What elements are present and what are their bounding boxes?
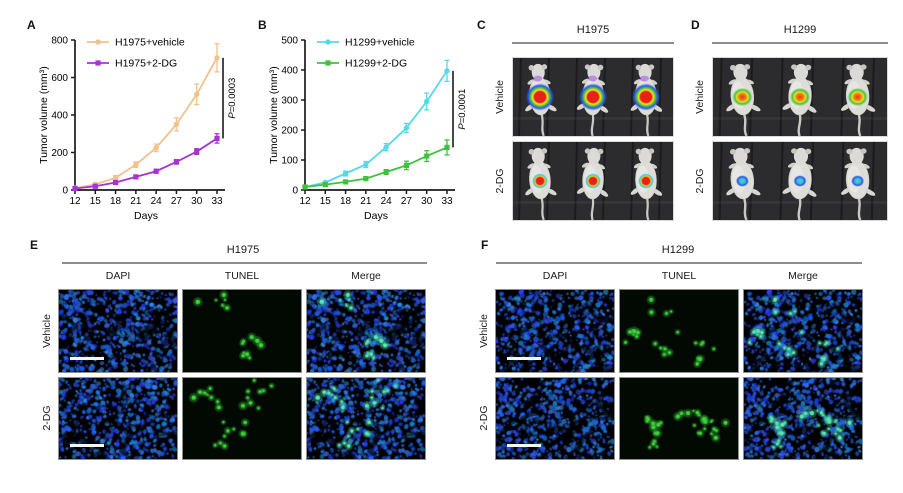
micrograph-e-vehicle-tunel	[182, 289, 302, 373]
scale-bar	[70, 443, 104, 447]
svg-text:21: 21	[360, 196, 372, 207]
micrograph-f-vehicle-tunel	[619, 289, 739, 373]
panel-f-title-underline	[496, 262, 862, 264]
scale-bar	[70, 356, 104, 360]
svg-text:400: 400	[51, 111, 68, 122]
mouse-photo-strip-c-vehicle	[512, 57, 674, 137]
panel-f-col-dapi: DAPI	[542, 270, 568, 282]
svg-text:15: 15	[320, 196, 332, 207]
panel-label-e: E	[30, 238, 39, 252]
panel-label-c: C	[477, 18, 486, 32]
panel-c-row-label-2dg: 2-DG	[494, 168, 506, 194]
panel-label-f: F	[481, 238, 489, 252]
micrograph-f-2dg-merge	[743, 377, 863, 460]
panel-label-a: A	[27, 18, 36, 32]
panel-d-row-label-2dg: 2-DG	[694, 168, 706, 194]
panel-e-col-tunel: TUNEL	[224, 270, 260, 282]
panel-f-col-tunel: TUNEL	[661, 270, 697, 282]
panel-e-row-label-2dg: 2-DG	[41, 405, 53, 431]
micrograph-f-vehicle-dapi	[495, 289, 615, 373]
micrograph-e-2dg-merge	[306, 377, 426, 460]
svg-text:15: 15	[90, 196, 102, 207]
scale-bar	[507, 443, 541, 447]
panel-d-title-underline	[712, 42, 888, 44]
micrograph-f-vehicle-merge	[743, 289, 863, 373]
svg-text:500: 500	[281, 36, 298, 47]
panel-f-row-label-2dg: 2-DG	[478, 405, 490, 431]
svg-text:300: 300	[281, 96, 298, 107]
svg-text:Tumor volume (mm³): Tumor volume (mm³)	[38, 66, 50, 164]
tumor-volume-chart-h1299: 0 100 200 300 400 500 12 15 18 21 24 27 30 33 Days Tumo…	[268, 36, 468, 223]
panel-e-title-underline	[62, 262, 427, 264]
svg-text:0: 0	[292, 186, 298, 197]
micrograph-f-2dg-tunel	[619, 377, 739, 460]
panel-f-row-label-vehicle: Vehicle	[478, 314, 490, 348]
mouse-photo-strip-d-vehicle	[712, 57, 888, 137]
svg-text:Days: Days	[134, 210, 158, 222]
svg-text:Tumor volume (mm³): Tumor volume (mm³)	[268, 66, 280, 164]
svg-text:24: 24	[381, 196, 393, 207]
mouse-photo-strip-c-2dg	[512, 141, 674, 221]
panel-c-title: H1975	[576, 24, 610, 36]
svg-text:24: 24	[151, 196, 163, 207]
panel-f-col-merge: Merge	[788, 270, 818, 282]
svg-text:H1975+2-DG: H1975+2-DG	[115, 58, 177, 70]
svg-text:33: 33	[211, 196, 223, 207]
svg-text:18: 18	[340, 196, 352, 207]
svg-text:30: 30	[421, 196, 433, 207]
svg-text:P=0.0001: P=0.0001	[457, 89, 468, 130]
svg-text:18: 18	[110, 196, 122, 207]
svg-text:21: 21	[130, 196, 142, 207]
micrograph-e-vehicle-dapi	[58, 289, 178, 373]
panel-e-col-merge: Merge	[351, 270, 381, 282]
micrograph-f-2dg-dapi	[495, 377, 615, 460]
svg-text:200: 200	[281, 126, 298, 137]
scale-bar	[507, 356, 541, 360]
svg-text:P=0.0003: P=0.0003	[227, 78, 238, 119]
svg-text:30: 30	[191, 196, 203, 207]
svg-text:H1299+2-DG: H1299+2-DG	[345, 58, 407, 70]
svg-text:800: 800	[51, 36, 68, 47]
panel-c-title-underline	[512, 42, 674, 44]
svg-text:33: 33	[441, 196, 453, 207]
svg-text:100: 100	[281, 156, 298, 167]
svg-text:12: 12	[69, 196, 81, 207]
svg-text:400: 400	[281, 66, 298, 77]
panel-e-title: H1975	[226, 244, 260, 256]
micrograph-e-2dg-dapi	[58, 377, 178, 460]
svg-text:H1299+vehicle: H1299+vehicle	[345, 37, 415, 49]
panel-d-row-label-vehicle: Vehicle	[694, 80, 706, 114]
micrograph-e-2dg-tunel	[182, 377, 302, 460]
panel-label-b: B	[258, 18, 267, 32]
svg-text:27: 27	[401, 196, 413, 207]
svg-text:600: 600	[51, 73, 68, 84]
panel-label-d: D	[691, 18, 700, 32]
micrograph-e-vehicle-merge	[306, 289, 426, 373]
panel-e-row-label-vehicle: Vehicle	[41, 314, 53, 348]
svg-text:0: 0	[62, 186, 68, 197]
mouse-photo-strip-d-2dg	[712, 141, 888, 221]
panel-e-col-dapi: DAPI	[105, 270, 131, 282]
panel-f-title: H1299	[661, 244, 695, 256]
svg-text:12: 12	[299, 196, 311, 207]
svg-text:Days: Days	[364, 210, 388, 222]
svg-text:27: 27	[171, 196, 183, 207]
svg-text:H1975+vehicle: H1975+vehicle	[115, 37, 185, 49]
tumor-volume-chart-h1975: 0 200 400 600 800 12 15 18 21 24 27 30 33 Days Tumor v…	[38, 36, 238, 223]
panel-c-row-label-vehicle: Vehicle	[494, 80, 506, 114]
svg-text:200: 200	[51, 148, 68, 159]
panel-d-title: H1299	[783, 24, 817, 36]
